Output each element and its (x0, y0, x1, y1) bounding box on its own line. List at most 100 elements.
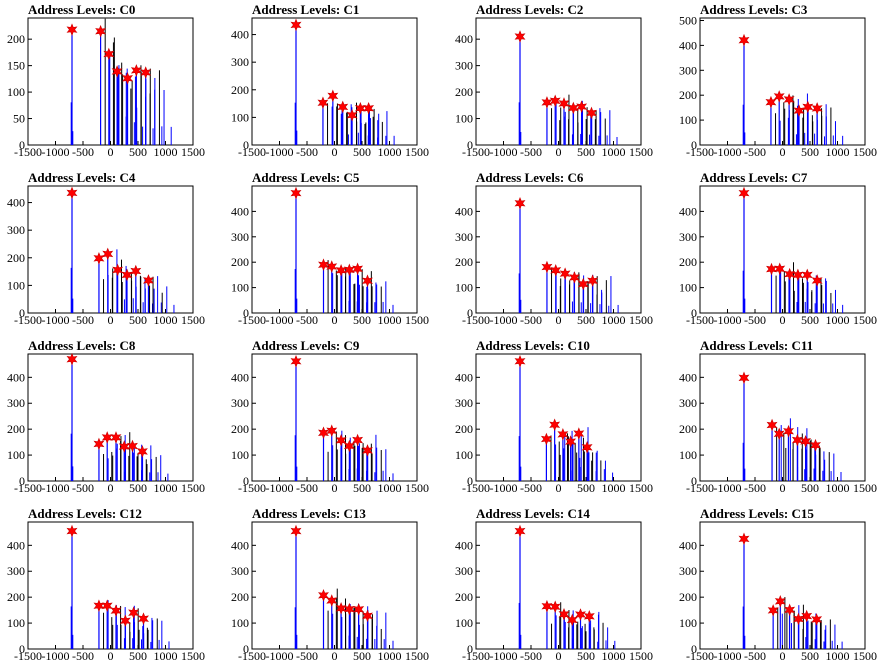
x-tick-label: -500 (72, 145, 94, 159)
y-tick-label: 300 (231, 564, 249, 578)
y-tick-label: 400 (455, 538, 473, 552)
peak-marker (577, 277, 589, 291)
peak-marker (784, 603, 796, 617)
x-tick-label: -1500 (686, 649, 714, 663)
y-tick-label: 0 (19, 474, 25, 488)
peak-marker (111, 65, 123, 78)
x-tick-label: -500 (296, 649, 318, 663)
histogram-bars (294, 361, 394, 481)
x-tick-label: -1500 (462, 481, 490, 495)
histogram-bars (518, 531, 616, 649)
y-tick-label: 0 (243, 306, 249, 320)
y-tick-label: 300 (679, 396, 697, 410)
chart-title: Address Levels: C6 (476, 170, 584, 185)
peak-marker (541, 599, 553, 613)
x-tick-label: 500 (801, 649, 819, 663)
y-tick-label: 400 (679, 38, 697, 52)
y-tick-label: 400 (679, 538, 697, 552)
peak-marker (95, 24, 107, 38)
x-tick-label: 1000 (602, 313, 626, 327)
peak-marker (140, 66, 152, 79)
y-tick-label: 200 (7, 32, 25, 46)
plot-frame (251, 353, 418, 482)
plot-frame (251, 521, 418, 650)
peak-marker (110, 604, 122, 617)
x-tick-label: -1000 (266, 481, 294, 495)
histogram-bars (294, 24, 395, 145)
x-tick-label: 0 (780, 481, 786, 495)
x-tick-label: 500 (577, 145, 595, 159)
x-tick-label: -1500 (462, 145, 490, 159)
x-tick-label: 0 (332, 649, 338, 663)
x-tick-label: 0 (332, 313, 338, 327)
chart-title: Address Levels: C4 (28, 170, 136, 185)
plot-frame (27, 17, 194, 146)
x-tick-label: -1500 (462, 649, 490, 663)
x-tick-label: -500 (744, 313, 766, 327)
peak-marker (766, 262, 777, 276)
peak-marker (738, 532, 750, 546)
x-tick-label: -500 (744, 145, 766, 159)
y-tick-label: 100 (455, 448, 473, 462)
peak-marker (335, 264, 347, 277)
x-tick-label: 1500 (405, 145, 429, 159)
y-tick-label: 400 (455, 204, 473, 218)
peak-marker (792, 268, 804, 282)
histogram-panel: Address Levels: C0 0 50 100 150 200 -1500 -1000… (7, 2, 205, 159)
x-tick-label: 0 (108, 313, 114, 327)
peak-marker (575, 608, 586, 621)
x-tick-label: -500 (72, 649, 94, 663)
y-tick-label: 0 (467, 642, 473, 656)
peak-marker (346, 108, 358, 122)
peak-marker (136, 445, 148, 458)
peak-marker (586, 106, 597, 120)
x-tick-label: 500 (353, 145, 371, 159)
y-tick-label: 300 (7, 223, 25, 237)
y-tick-label: 100 (455, 616, 473, 630)
y-tick-label: 200 (455, 422, 473, 436)
x-tick-label: 0 (780, 313, 786, 327)
peak-marker (112, 263, 124, 277)
peak-marker (93, 599, 105, 613)
y-tick-label: 400 (231, 204, 249, 218)
histogram-panel: Address Levels: C7 0 100 200 300 400 -1500 -100… (679, 170, 877, 327)
y-tick-label: 500 (679, 13, 697, 27)
y-tick-label: 300 (679, 564, 697, 578)
histogram-bars (742, 40, 844, 145)
x-tick-label: 1500 (629, 649, 653, 663)
peak-marker (290, 354, 302, 368)
histogram-panel: Address Levels: C11 0 100 200 300 400 -1500 -10… (679, 338, 877, 495)
plot-frame (251, 17, 418, 146)
peak-marker (66, 186, 78, 200)
x-tick-label: -1500 (238, 649, 266, 663)
x-tick-label: 0 (780, 649, 786, 663)
x-tick-label: 1000 (826, 313, 850, 327)
plot-frame (475, 521, 642, 650)
peak-marker (549, 418, 561, 432)
peak-marker (791, 433, 803, 447)
peak-marker (101, 599, 113, 613)
peak-marker (558, 97, 570, 110)
y-tick-label: 300 (231, 396, 249, 410)
x-tick-label: 1000 (378, 481, 402, 495)
peak-marker (568, 271, 580, 284)
chart-title: Address Levels: C13 (252, 506, 366, 521)
x-tick-label: -1000 (42, 313, 70, 327)
y-tick-label: 100 (679, 448, 697, 462)
y-tick-label: 400 (7, 538, 25, 552)
histogram-panel: Address Levels: C30100200300400500-1500-… (679, 2, 877, 159)
peak-marker (122, 72, 134, 85)
x-tick-label: 1500 (181, 481, 205, 495)
peak-marker (335, 434, 347, 447)
peak-marker (783, 424, 795, 438)
x-tick-label: 1500 (405, 649, 429, 663)
x-tick-label: -1000 (714, 481, 742, 495)
histogram-panel: Address Levels: C12 0 100 200 300 400 -1500 -10… (7, 506, 205, 663)
histogram-bars (742, 377, 842, 481)
chart-title: Address Levels: C7 (700, 170, 808, 185)
plot-frame (475, 185, 642, 314)
peak-marker (318, 258, 329, 272)
x-tick-label: -1500 (238, 145, 266, 159)
histogram-panel: Address Levels: C6 0 100 200 300 400 -1500 -100… (455, 170, 653, 327)
y-tick-label: 200 (455, 85, 473, 99)
